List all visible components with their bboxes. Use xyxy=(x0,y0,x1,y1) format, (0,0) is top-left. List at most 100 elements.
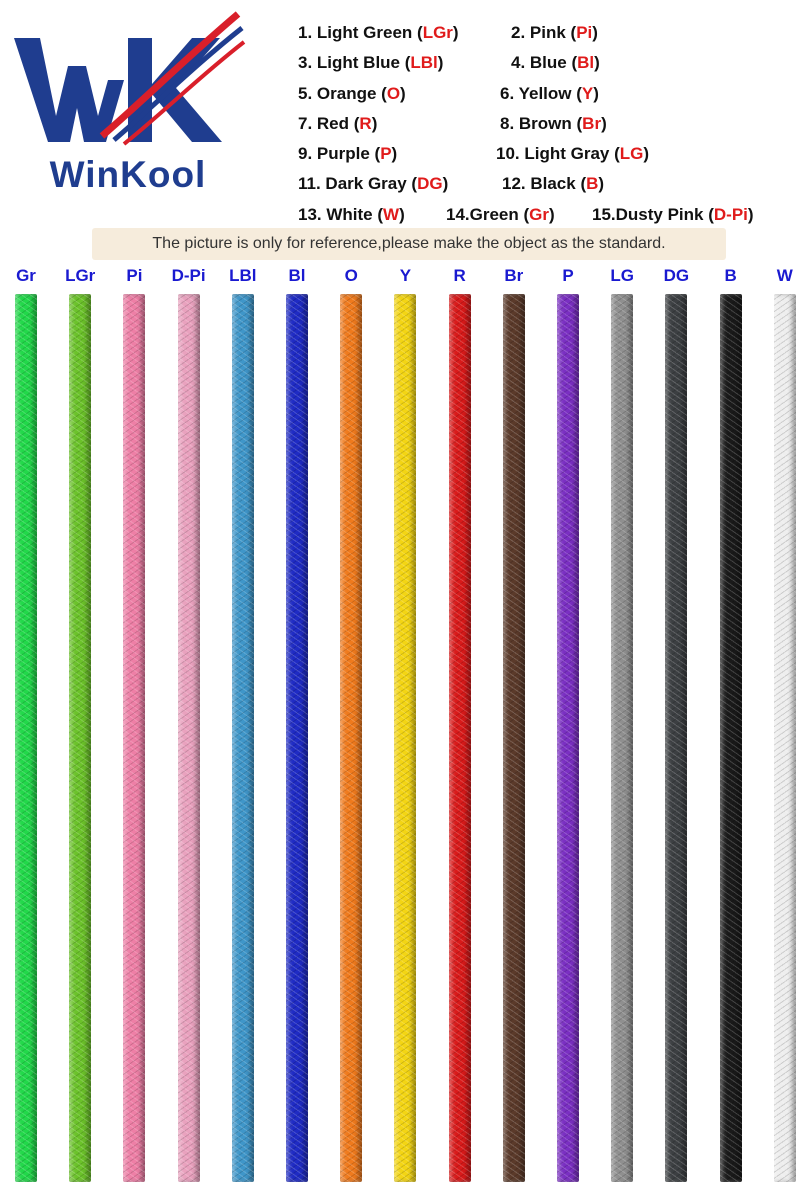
brand-name: WinKool xyxy=(49,154,207,195)
cable-sample: LG xyxy=(595,262,649,1200)
legend-suffix: ) xyxy=(400,83,406,103)
cable-label: Pi xyxy=(126,266,143,285)
legend-item: 5. Orange (O) xyxy=(298,84,406,104)
cable-sample: Gr xyxy=(0,262,53,1200)
legend-code: R xyxy=(359,113,372,133)
legend-item: 12. Black (B) xyxy=(502,174,604,194)
cable-sample: P xyxy=(541,262,595,1200)
color-legend: 1. Light Green (LGr) 2. Pink (Pi) 3. Light… xyxy=(298,20,800,232)
cable-sample: Pi xyxy=(107,262,161,1200)
legend-suffix: ) xyxy=(592,23,598,42)
cable-sample: O xyxy=(324,262,378,1200)
cable-sample: B xyxy=(704,262,758,1200)
cable-swatch xyxy=(557,294,579,1182)
cable-label: Br xyxy=(504,266,524,285)
legend-suffix: ) xyxy=(594,53,600,73)
cable-sample: W xyxy=(758,262,800,1200)
cable-label: D-Pi xyxy=(171,266,206,285)
legend-suffix: ) xyxy=(598,174,605,194)
legend-suffix: ) xyxy=(371,113,378,133)
legend-suffix: ) xyxy=(452,23,459,42)
cable-label: W xyxy=(776,266,793,285)
legend-code: Pi xyxy=(576,23,593,42)
winkool-logo: WinKool xyxy=(6,8,246,198)
legend-code: B xyxy=(586,174,599,194)
reference-notice: The picture is only for reference,please… xyxy=(92,228,726,260)
cable-label: Gr xyxy=(16,266,36,285)
legend-code: W xyxy=(383,204,400,224)
legend-code: LG xyxy=(619,144,644,164)
cable-swatch xyxy=(448,294,471,1182)
legend-code: Gr xyxy=(529,204,549,224)
legend-item: 8. Brown (Br) xyxy=(500,114,607,134)
cable-swatch xyxy=(15,294,37,1182)
cable-swatch xyxy=(502,294,525,1182)
cable-label: P xyxy=(562,266,574,285)
cable-label: LGr xyxy=(65,266,96,285)
legend-row: 1. Light Green (LGr) 2. Pink (Pi) xyxy=(298,20,800,50)
cable-swatch xyxy=(719,294,742,1182)
cable-label: Y xyxy=(399,266,412,285)
legend-label: 5. Orange ( xyxy=(298,83,387,103)
cable-label: LG xyxy=(610,266,634,285)
legend-label: 2. Pink ( xyxy=(511,23,577,42)
legend-code: D-Pi xyxy=(713,204,748,224)
legend-item: 7. Red (R) xyxy=(298,114,377,134)
cable-swatch xyxy=(773,294,796,1182)
legend-label: 7. Red ( xyxy=(298,113,360,133)
legend-item: 3. Light Blue (LBl) xyxy=(298,53,443,73)
legend-label: 15.Dusty Pink ( xyxy=(592,204,714,224)
legend-item: 15.Dusty Pink (D-Pi) xyxy=(592,205,754,225)
legend-code: Y xyxy=(581,83,594,103)
legend-suffix: ) xyxy=(643,144,650,164)
legend-row: 7. Red (R) 8. Brown (Br) xyxy=(298,111,800,141)
cable-sample: Bl xyxy=(270,262,324,1200)
legend-code: P xyxy=(380,144,392,164)
legend-item: 2. Pink (Pi) xyxy=(511,23,598,43)
legend-label: 10. Light Gray ( xyxy=(496,144,620,164)
legend-suffix: ) xyxy=(399,204,405,224)
cable-swatch xyxy=(231,294,254,1182)
legend-label: 13. White ( xyxy=(298,204,384,224)
cable-swatch xyxy=(665,294,688,1182)
cable-sample: Br xyxy=(487,262,541,1200)
cable-swatch xyxy=(286,294,308,1182)
cable-label: O xyxy=(344,266,358,285)
legend-label: 8. Brown ( xyxy=(500,113,583,133)
cable-samples: Gr LGr Pi D-Pi LBl Bl O Y R Br P LG DG B W xyxy=(0,262,800,1200)
legend-label: 3. Light Blue ( xyxy=(298,53,411,73)
legend-suffix: ) xyxy=(549,204,555,224)
legend-suffix: ) xyxy=(601,113,607,133)
legend-suffix: ) xyxy=(593,83,599,103)
legend-row: 13. White (W) 14.Green (Gr) 15.Dusty Pink … xyxy=(298,202,800,232)
cable-swatch xyxy=(177,294,200,1182)
cable-sample: Y xyxy=(378,262,432,1200)
legend-item: 1. Light Green (LGr) xyxy=(298,23,459,43)
cable-swatch xyxy=(394,294,417,1182)
legend-code: DG xyxy=(417,174,443,194)
legend-label: 4. Blue ( xyxy=(511,53,578,73)
legend-item: 13. White (W) xyxy=(298,205,405,225)
legend-label: 11. Dark Gray ( xyxy=(298,174,418,194)
legend-row: 11. Dark Gray (DG) 12. Black (B) xyxy=(298,171,800,201)
legend-label: 14.Green ( xyxy=(446,204,530,224)
legend-suffix: ) xyxy=(442,174,449,194)
cable-label: Bl xyxy=(288,266,306,285)
cable-swatch xyxy=(123,294,146,1182)
legend-item: 9. Purple (P) xyxy=(298,144,397,164)
legend-code: Br xyxy=(582,113,602,133)
legend-code: LGr xyxy=(422,23,453,42)
legend-suffix: ) xyxy=(747,204,754,224)
cable-swatch xyxy=(611,294,634,1182)
legend-item: 4. Blue (Bl) xyxy=(511,53,600,73)
cable-sample: LBl xyxy=(216,262,270,1200)
legend-label: 6. Yellow ( xyxy=(500,83,582,103)
cable-sample: LGr xyxy=(53,262,107,1200)
cable-sample: R xyxy=(433,262,487,1200)
cable-sample: D-Pi xyxy=(162,262,216,1200)
legend-label: 12. Black ( xyxy=(502,174,587,194)
cable-label: DG xyxy=(663,266,690,285)
legend-code: O xyxy=(386,83,401,103)
legend-row: 9. Purple (P) 10. Light Gray (LG) xyxy=(298,141,800,171)
legend-item: 14.Green (Gr) xyxy=(446,205,555,225)
